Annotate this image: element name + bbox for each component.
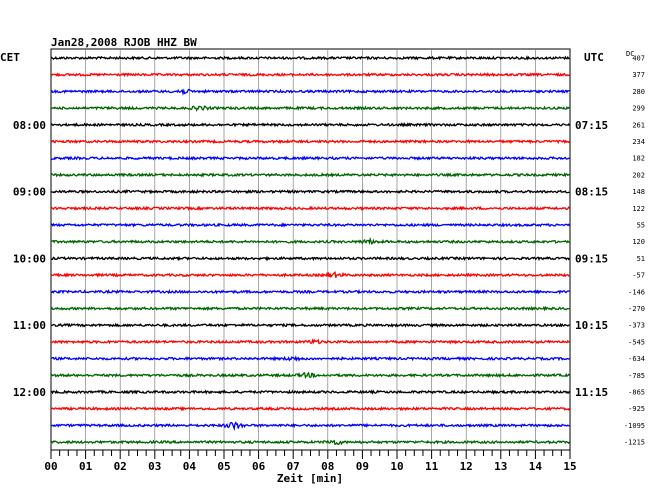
x-tick-label: 02 [114,460,127,473]
dc-offset-label: 299 [632,105,645,113]
x-tick-label: 10 [390,460,403,473]
seismic-trace [50,122,570,128]
dc-offset-label: -634 [628,355,645,363]
seismic-trace [50,270,570,279]
seismic-trace [50,389,570,395]
seismic-trace [50,88,570,96]
seismic-trace [50,405,570,412]
dc-offset-label: -373 [628,322,645,330]
x-tick-label: 14 [529,460,543,473]
seismic-trace [50,172,570,178]
x-tick-label: 09 [356,460,369,473]
plot-grid [50,48,571,451]
x-tick-label: 03 [148,460,161,473]
dc-header-label: DC [626,50,634,58]
left-hour-label: 11:00 [13,319,46,332]
right-hour-label: 10:15 [575,319,608,332]
seismic-trace [50,55,570,61]
x-tick-label: 08 [321,460,334,473]
x-axis: 00 01 02 03 04 05 06 07 08 09 10 11 12 13 14 15 [44,450,577,473]
dc-offset-label: 261 [632,121,645,129]
x-tick-label: 06 [252,460,266,473]
dc-offset-label: -865 [628,389,645,397]
seismic-trace [50,222,570,228]
left-hour-label: 09:00 [13,186,46,199]
left-hour-label: 12:00 [13,386,46,399]
dc-offset-label: -270 [628,305,645,313]
seismic-trace [50,338,570,345]
dc-offset-label: -925 [628,405,645,413]
seismic-trace [50,371,570,380]
dc-offset-label: 148 [632,188,645,196]
seismic-trace [50,355,570,362]
left-timezone-label: CET [0,51,20,64]
dc-offset-label: 51 [637,255,645,263]
seismic-trace [50,255,570,262]
x-tick-label: 00 [44,460,57,473]
right-hour-label: 09:15 [575,252,608,265]
left-hour-label: 08:00 [13,119,46,132]
dc-offset-label: 120 [632,238,645,246]
dc-offset-label: -57 [632,272,645,280]
seismic-trace [50,105,570,112]
seismic-trace [50,71,570,78]
dc-offset-label: 377 [632,71,645,79]
seismic-trace [50,138,570,145]
x-tick-label: 07 [287,460,300,473]
seismic-trace [50,236,570,246]
dc-offset-label: 407 [632,55,645,63]
dc-offset-label: 55 [637,222,645,230]
right-timezone-label: UTC [584,51,604,64]
right-hour-label: 08:15 [575,186,608,199]
x-tick-label: 01 [79,460,93,473]
seismic-trace [50,189,570,195]
chart-title: Jan28,2008 RJOB HHZ BW [51,36,197,49]
dc-offset-label: -545 [628,338,645,346]
side-labels: 08:00 09:00 10:00 11:00 12:00 07:15 08:15 09:15… [13,55,645,447]
left-hour-label: 10:00 [13,252,46,265]
x-tick-label: 13 [494,460,507,473]
seismic-trace [50,322,570,328]
dc-offset-label: -146 [628,288,645,296]
seismic-trace [50,439,570,446]
dc-offset-label: -1215 [624,439,645,447]
dc-offset-label: -1095 [624,422,645,430]
dc-offset-label: 122 [632,205,645,213]
x-tick-label: 04 [183,460,197,473]
seismic-trace [50,305,570,312]
dc-offset-label: 182 [632,155,645,163]
seismic-trace [50,288,570,295]
x-axis-label: Zeit [min] [277,472,343,485]
dc-offset-label: 202 [632,171,645,179]
x-tick-label: 15 [563,460,576,473]
right-hour-label: 11:15 [575,386,608,399]
dc-offset-label: 234 [632,138,645,146]
right-hour-label: 07:15 [575,119,608,132]
seismic-trace [50,421,570,432]
x-tick-label: 11 [425,460,439,473]
seismic-trace [50,205,570,212]
seismic-trace [50,155,570,161]
dc-offset-label: 280 [632,88,645,96]
x-tick-label: 12 [460,460,473,473]
seismic-traces [50,55,570,446]
x-tick-label: 05 [217,460,230,473]
dc-offset-label: -785 [628,372,645,380]
